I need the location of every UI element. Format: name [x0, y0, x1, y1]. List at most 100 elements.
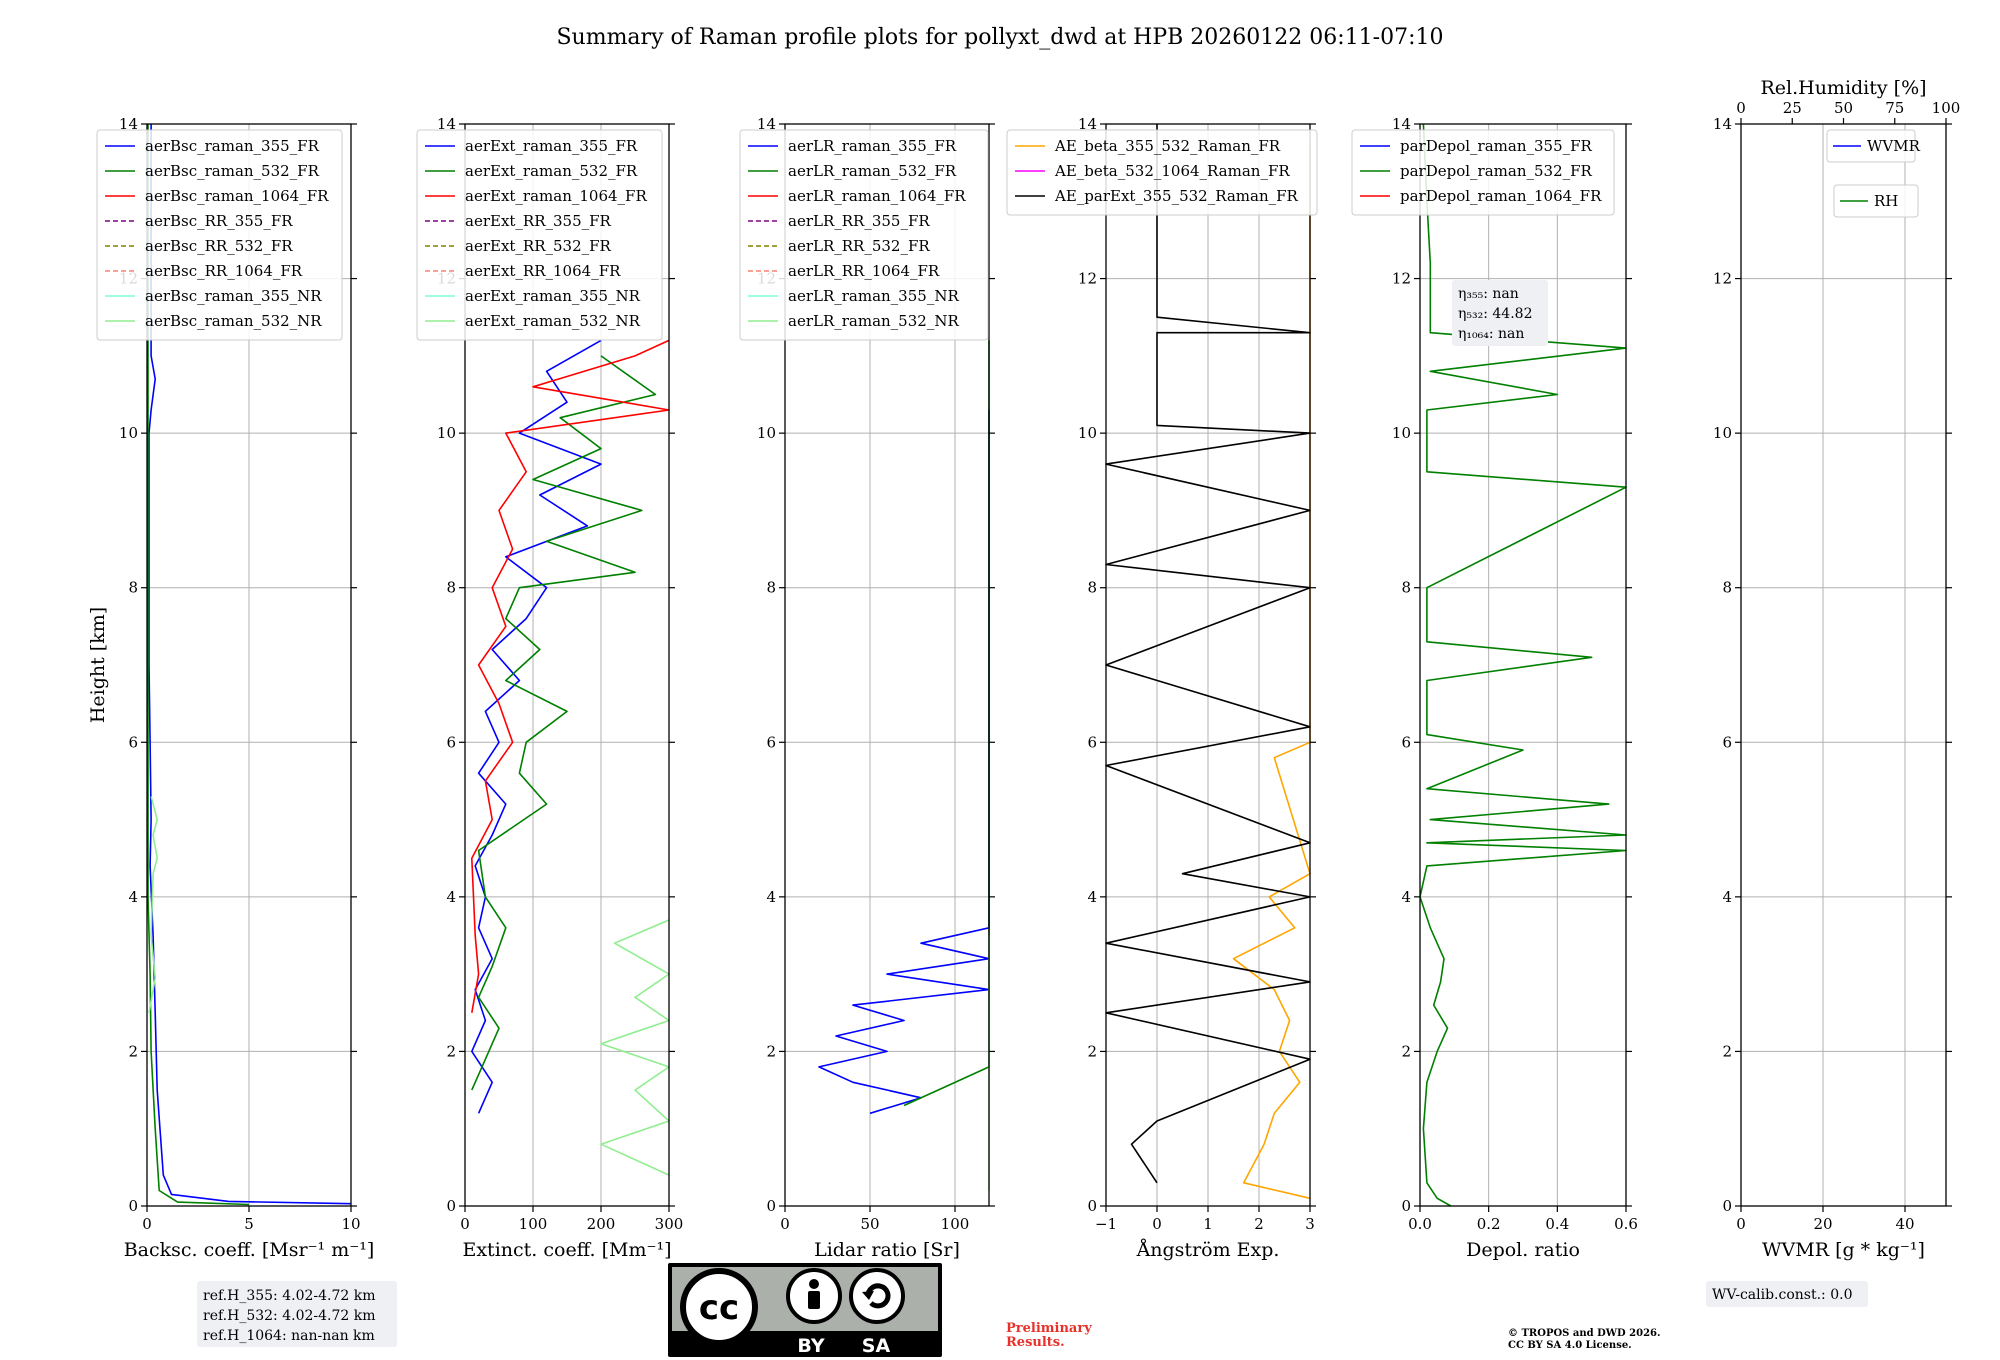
depol-info-line: η₃₅₅: nan: [1458, 286, 1519, 302]
legend-label: aerBsc_raman_532_FR: [145, 162, 320, 180]
x-tick-label: −1: [1095, 1215, 1117, 1233]
y-tick-label: 2: [1722, 1042, 1732, 1060]
y-tick-label: 6: [1722, 733, 1732, 751]
y-tick-label: 4: [128, 888, 138, 906]
x-tick-label: 40: [1895, 1215, 1914, 1233]
legend-label: aerBsc_raman_1064_FR: [145, 187, 329, 205]
x-axis-label: Depol. ratio: [1466, 1239, 1580, 1261]
panel-ext: 024681012140100200300Extinct. coeff. [Mm…: [416, 115, 683, 1261]
cc-logo-icon: [680, 1268, 758, 1346]
sa-share-icon: [849, 1268, 905, 1324]
series-line-aerLR_raman_355_FR: [818, 410, 990, 1115]
legend-box: [739, 129, 989, 341]
legend-box: [416, 129, 663, 341]
y-tick-label: 0: [766, 1197, 776, 1215]
cc-logo-text: cc: [699, 1288, 739, 1328]
y-tick-label: 4: [1087, 888, 1097, 906]
y-tick-label: 14: [1713, 115, 1732, 133]
x-tick-label: 100: [941, 1215, 970, 1233]
legend-label: aerExt_raman_1064_FR: [465, 187, 647, 205]
legend-label: AE_parExt_355_532_Raman_FR: [1054, 187, 1299, 205]
y-tick-label: 6: [1087, 733, 1097, 751]
y-tick-label: 14: [1078, 115, 1097, 133]
panel-lr: 02468101214050100Lidar ratio [Sr]aerLR_r…: [739, 115, 995, 1261]
wv-info-box: WV-calib.const.: 0.0: [1706, 1281, 1868, 1307]
legend-label: parDepol_raman_1064_FR: [1400, 187, 1602, 205]
legend-label: aerLR_raman_1064_FR: [788, 187, 966, 205]
y-tick-label: 8: [128, 579, 138, 597]
legend-label: aerExt_raman_355_NR: [465, 287, 641, 305]
x-tick-label: 3: [1305, 1215, 1315, 1233]
y-tick-label: 10: [1392, 424, 1411, 442]
y-tick-label: 6: [766, 733, 776, 751]
legend-label: aerBsc_RR_532_FR: [145, 237, 293, 255]
series-line-aerBsc_raman_355_FR: [148, 124, 352, 1205]
legend-label: AE_beta_355_532_Raman_FR: [1054, 137, 1281, 155]
legend-wv: WVMR RH: [1826, 129, 1921, 218]
legend-label: aerExt_RR_532_FR: [465, 237, 612, 255]
y-tick-label: 12: [1078, 270, 1097, 288]
top-x-tick-label: 100: [1932, 99, 1961, 117]
legend-label: aerExt_raman_532_NR: [465, 312, 641, 330]
top-x-tick-label: 0: [1736, 99, 1746, 117]
cc-by-sa-badge: cc BY SA: [668, 1263, 942, 1357]
x-tick-label: 0.6: [1614, 1215, 1638, 1233]
legend-label: aerLR_raman_532_NR: [788, 312, 959, 330]
x-tick-label: 50: [860, 1215, 879, 1233]
legend-label: aerExt_RR_355_FR: [465, 212, 612, 230]
y-tick-label: 12: [1392, 270, 1411, 288]
y-tick-label: 10: [119, 424, 138, 442]
x-tick-label: 2: [1254, 1215, 1264, 1233]
y-tick-label: 0: [446, 1197, 456, 1215]
top-x-tick-label: 75: [1885, 99, 1904, 117]
legend-label: WVMR: [1867, 137, 1921, 155]
legend-dep: parDepol_raman_355_FR parDepol_raman_532_…: [1351, 129, 1615, 216]
x-tick-label: 200: [587, 1215, 616, 1233]
x-tick-label: 0.2: [1477, 1215, 1501, 1233]
x-axis-label: WVMR [g * kg⁻¹]: [1762, 1239, 1925, 1261]
wv-calib-text: WV-calib.const.: 0.0: [1712, 1287, 1852, 1303]
legend-box: [96, 129, 343, 341]
by-label: BY: [797, 1335, 824, 1357]
sa-label: SA: [862, 1335, 891, 1357]
y-tick-label: 4: [1722, 888, 1732, 906]
y-tick-label: 6: [128, 733, 138, 751]
series-line-aerBsc_raman_532_FR: [147, 124, 250, 1206]
x-tick-label: 0.0: [1408, 1215, 1432, 1233]
y-tick-label: 4: [766, 888, 776, 906]
y-tick-label: 10: [437, 424, 456, 442]
y-tick-label: 14: [1392, 115, 1411, 133]
legend-label: aerBsc_RR_1064_FR: [145, 262, 303, 280]
legend-box: [1006, 129, 1318, 216]
legend-label: aerLR_raman_355_FR: [788, 137, 957, 155]
legend-bsc: aerBsc_raman_355_FR aerBsc_raman_532_FRae…: [96, 129, 343, 341]
y-tick-label: 4: [1401, 888, 1411, 906]
legend-label: aerBsc_raman_355_NR: [145, 287, 322, 305]
copyright-note: © TROPOS and DWD 2026.: [1508, 1328, 1660, 1339]
series-line-aerBsc_raman_532_NR: [148, 796, 158, 1013]
legend-lr: aerLR_raman_355_FR aerLR_raman_532_FR aerL…: [739, 129, 989, 341]
legend-label: RH: [1874, 192, 1898, 210]
y-tick-label: 0: [1722, 1197, 1732, 1215]
legend-label: aerExt_raman_355_FR: [465, 137, 638, 155]
y-tick-label: 4: [446, 888, 456, 906]
depol-info-line: η₁₀₆₄: nan: [1458, 326, 1524, 342]
legend-label: aerBsc_raman_532_NR: [145, 312, 322, 330]
x-axis-label: Extinct. coeff. [Mm⁻¹]: [462, 1239, 671, 1261]
legend-label: aerLR_raman_532_FR: [788, 162, 957, 180]
y-tick-label: 14: [437, 115, 456, 133]
x-axis-label: Backsc. coeff. [Msr⁻¹ m⁻¹]: [124, 1239, 375, 1261]
bsc-info-line: ref.H_1064: nan-nan km: [203, 1328, 375, 1344]
y-tick-label: 10: [1078, 424, 1097, 442]
legend-label: aerLR_RR_532_FR: [788, 237, 930, 255]
series-line-parDepol_raman_532_FR: [1419, 123, 1627, 1207]
y-tick-label: 8: [446, 579, 456, 597]
y-tick-label: 6: [446, 733, 456, 751]
axes-frame: [464, 123, 670, 1207]
axes-frame: [1419, 123, 1627, 1207]
depol-info-box: η₃₅₅: nan η₅₃₂: 44.82 η₁₀₆₄: nan: [1452, 280, 1548, 346]
x-tick-label: 5: [244, 1215, 254, 1233]
y-tick-label: 2: [1401, 1042, 1411, 1060]
panel-dep: 0 2 4 6 8 10 12 14 0.0 0.2 0.4 0.6 Depol. ratio parDe…: [1351, 115, 1638, 1261]
